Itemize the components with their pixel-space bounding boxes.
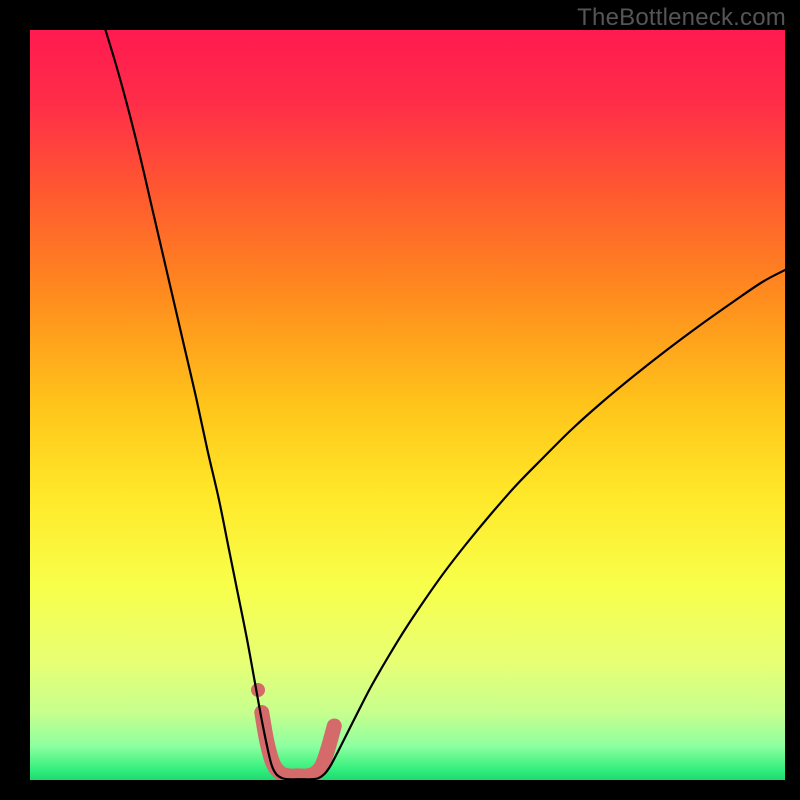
bottleneck-curve-path	[106, 30, 786, 779]
watermark-text: TheBottleneck.com	[577, 4, 786, 32]
bottleneck-curve	[106, 30, 786, 779]
plot-area	[30, 30, 785, 780]
curve-layer	[30, 30, 785, 780]
